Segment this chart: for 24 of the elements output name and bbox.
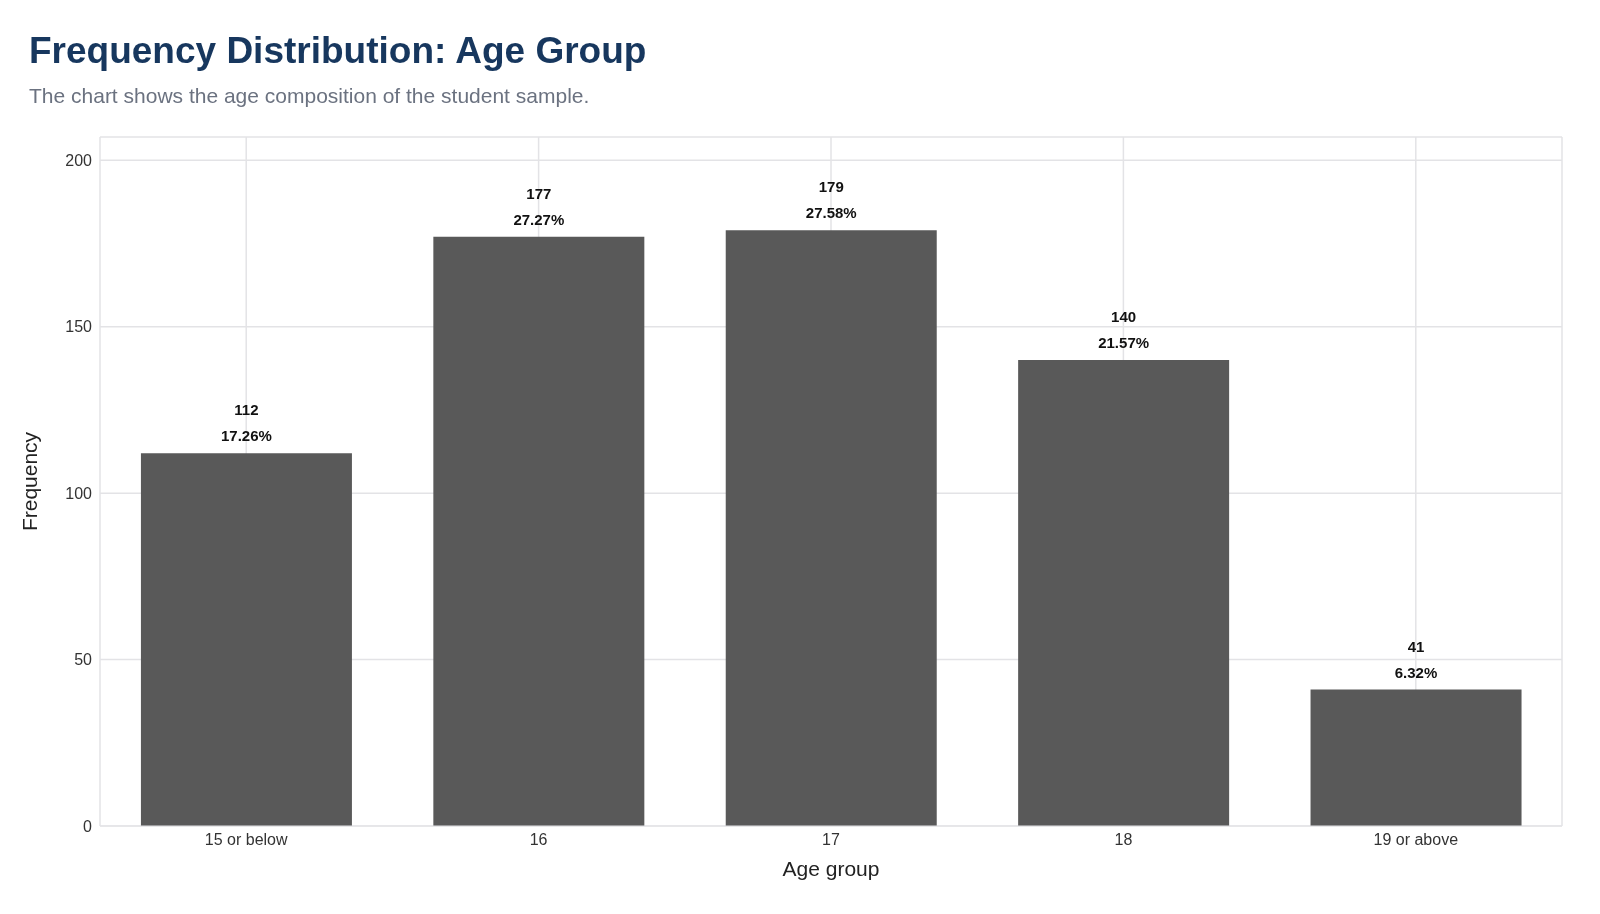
y-axis-title: Frequency	[18, 431, 42, 532]
y-tick-label: 100	[65, 484, 93, 502]
bar	[1310, 689, 1522, 826]
data-label: 177 27.27%	[513, 184, 565, 228]
data-label: 112 17.26%	[221, 401, 272, 445]
y-tick-label: 50	[74, 651, 93, 669]
chart-subtitle: The chart shows the age composition of the student sample.	[29, 84, 590, 108]
bar	[1018, 360, 1230, 826]
x-axis-title: Age group	[782, 857, 880, 880]
bar	[140, 453, 352, 826]
x-tick-label: 18	[1114, 831, 1133, 849]
x-tick-label: 16	[529, 831, 548, 849]
x-tick-label: 19 or above	[1373, 831, 1459, 849]
y-tick-label: 0	[83, 817, 93, 835]
x-tick-label: 17	[822, 831, 840, 849]
bar	[725, 230, 937, 826]
data-label: 179 27.58%	[805, 178, 857, 222]
data-label: 140 21.57%	[1098, 308, 1150, 352]
y-tick-label: 200	[65, 151, 93, 169]
y-tick-label: 150	[65, 318, 93, 336]
x-tick-label: 15 or below	[204, 831, 288, 849]
chart-title: Frequency Distribution: Age Group	[29, 30, 647, 72]
bar	[433, 236, 645, 826]
data-label: 41 6.32%	[1394, 637, 1438, 681]
